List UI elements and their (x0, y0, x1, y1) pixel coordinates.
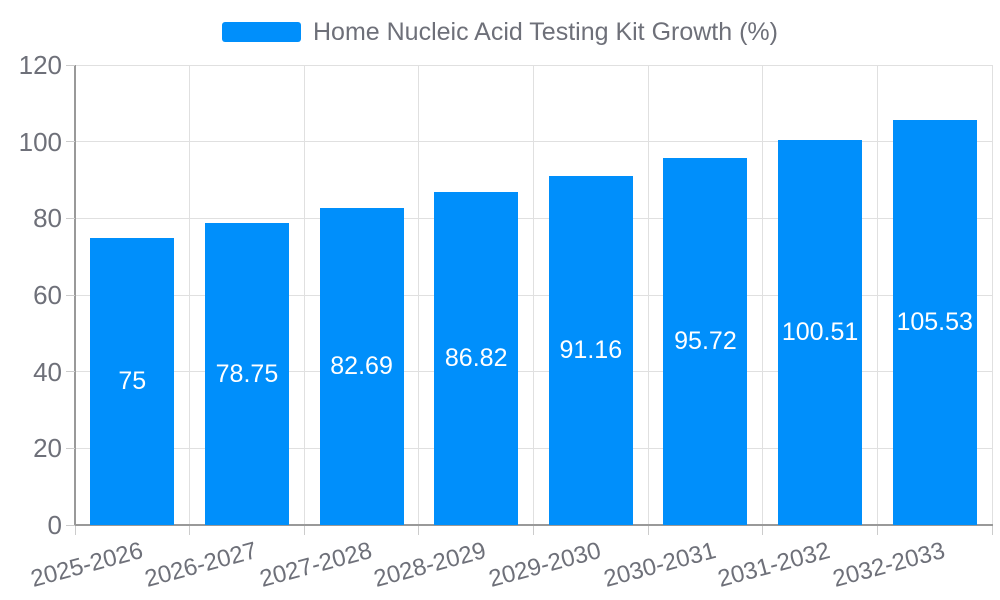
bar-value-label: 78.75 (215, 359, 279, 388)
bar-value-label: 75 (118, 366, 147, 395)
bar[interactable]: 100.51 (778, 139, 863, 525)
y-axis-tick (66, 64, 75, 66)
x-axis-tick (762, 526, 764, 535)
bar-value-label: 100.51 (781, 317, 859, 346)
bar-value-label: 91.16 (559, 335, 623, 364)
bar-value-label: 86.82 (444, 344, 508, 373)
x-axis-tick-label: 2028-2029 (371, 537, 490, 593)
y-axis-line (74, 65, 76, 525)
x-axis-tick-label: 2030-2031 (600, 537, 719, 593)
bar-value-label: 95.72 (674, 327, 737, 356)
y-axis-tick-label: 20 (33, 433, 62, 464)
y-axis-tick-label: 40 (33, 356, 62, 387)
bar[interactable]: 95.72 (663, 158, 748, 525)
y-axis-tick-label: 100 (18, 126, 62, 157)
x-axis-tick-label: 2031-2032 (715, 537, 834, 593)
x-axis-tick-label: 2027-2028 (256, 537, 375, 593)
y-axis-tick (66, 294, 75, 296)
bar[interactable]: 75 (90, 237, 175, 525)
y-axis-tick-label: 80 (33, 203, 62, 234)
bar-value-label: 82.69 (330, 352, 393, 380)
x-gridline (647, 65, 649, 525)
x-axis-tick (876, 526, 878, 535)
legend-label: Home Nucleic Acid Testing Kit Growth (%) (313, 18, 778, 46)
y-axis-tick (66, 217, 75, 219)
bar-value-label: 105.53 (896, 308, 973, 337)
y-axis-tick (66, 371, 75, 373)
y-axis-tick-label: 0 (47, 510, 62, 540)
x-axis-tick-label: 2032-2033 (829, 537, 948, 593)
legend-marker-icon (222, 22, 301, 42)
y-axis-tick-label: 60 (33, 280, 62, 310)
x-axis-tick (303, 526, 305, 535)
x-gridline (876, 65, 878, 525)
x-gridline (189, 65, 191, 525)
x-axis-tick-label: 2025-2026 (27, 537, 146, 593)
y-axis-tick (66, 447, 75, 449)
bar[interactable]: 78.75 (204, 223, 289, 525)
bar[interactable]: 82.69 (319, 208, 404, 525)
x-axis-tick (74, 526, 76, 535)
x-axis-line (75, 524, 993, 526)
x-gridline (533, 65, 534, 525)
x-axis-tick (189, 526, 191, 535)
x-gridline (418, 65, 420, 525)
x-axis-tick-label: 2026-2027 (142, 537, 260, 593)
x-axis-tick (418, 526, 420, 535)
x-axis-tick (533, 526, 534, 535)
x-gridline (762, 65, 764, 525)
x-axis-tick (991, 526, 993, 535)
x-axis-tick (647, 526, 649, 535)
bar[interactable]: 86.82 (434, 192, 519, 525)
x-gridline (303, 65, 305, 525)
y-axis-tick (66, 524, 75, 526)
x-gridline (991, 65, 993, 525)
y-axis-tick-label: 120 (18, 50, 62, 80)
y-axis-tick (66, 141, 75, 143)
x-axis-tick-label: 2029-2030 (485, 537, 604, 593)
bar[interactable]: 91.16 (548, 175, 633, 525)
legend[interactable]: Home Nucleic Acid Testing Kit Growth (%) (0, 18, 1000, 46)
bar[interactable]: 105.53 (892, 120, 977, 525)
